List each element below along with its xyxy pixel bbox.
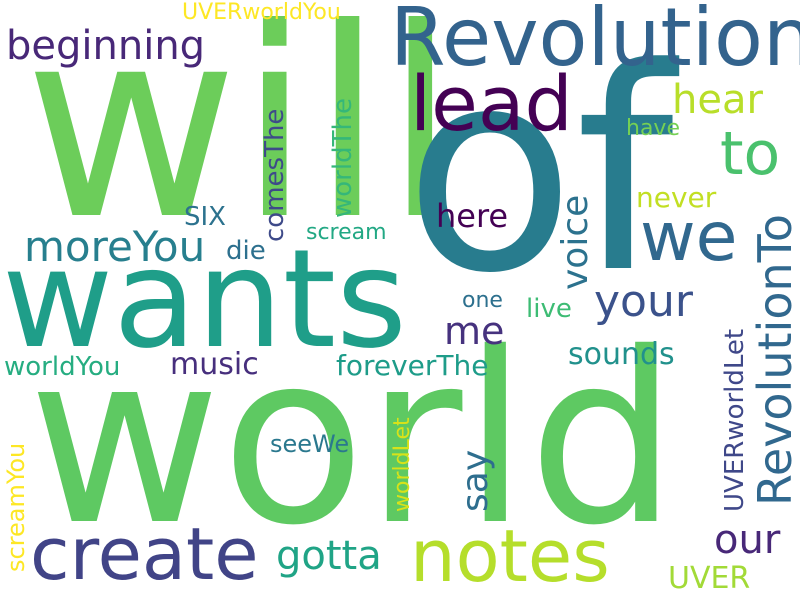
word-forever-the: foreverThe (336, 349, 489, 382)
word-here: here (436, 197, 509, 235)
word-world: world (28, 302, 678, 577)
word-sounds: sounds (568, 337, 675, 372)
word-uverworldlet: UVERworldLet (720, 328, 750, 512)
word-me: me (444, 309, 505, 353)
word-to: to (720, 119, 781, 189)
word-six: SIX (184, 202, 226, 232)
word-will: will (24, 0, 457, 277)
word-say: say (455, 449, 496, 512)
word-hear: hear (672, 77, 763, 123)
word-lead: lead (410, 59, 573, 148)
word-screamyou: screamYou (2, 442, 30, 572)
word-scream: scream (306, 220, 387, 245)
word-comesthe: comesThe (260, 108, 290, 242)
word-worldyou: worldYou (4, 352, 121, 382)
word-we: we (640, 198, 738, 277)
word-die: die (226, 236, 266, 266)
word-have: have (626, 116, 680, 141)
word-notes: notes (410, 514, 610, 598)
word-voice: voice (555, 194, 596, 290)
word-one: one (462, 288, 503, 313)
word-gotta: gotta (276, 533, 382, 579)
word-revolutionto: RevolutionTo (748, 213, 800, 506)
word-worldthe: worldThe (328, 98, 358, 218)
word-beginning: beginning (6, 23, 206, 69)
word-music: music (170, 347, 259, 382)
word-your: your (594, 276, 693, 327)
word-moreyou: moreYou (24, 222, 206, 271)
word-our: our (714, 517, 781, 563)
word-uver: UVER (668, 561, 751, 596)
word-live: live (526, 294, 572, 324)
word-create: create (30, 512, 259, 596)
word-revolution: Revolution (390, 0, 800, 84)
word-seewe: seeWe (270, 430, 350, 458)
word-wants: wants (2, 221, 407, 379)
word-of: of (404, 9, 674, 335)
word-uverworldyou: UVERworldYou (182, 0, 341, 25)
word-never: never (636, 181, 717, 214)
word-worldlet: worldLet (390, 417, 415, 512)
